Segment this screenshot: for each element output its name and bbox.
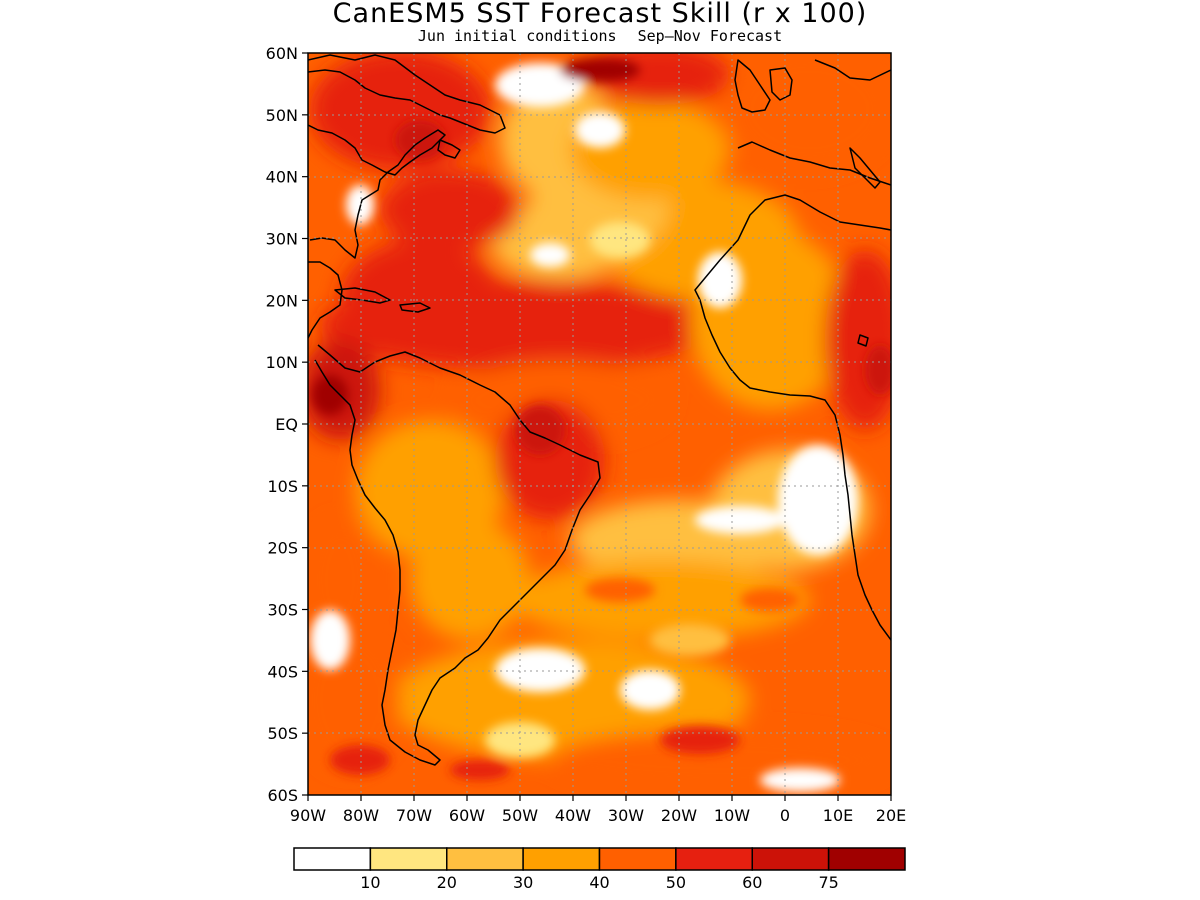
lat-tick-label: 10N <box>266 353 298 372</box>
legend-swatch <box>675 847 753 871</box>
lon-tick-label: 30W <box>608 806 644 825</box>
lon-tick-label: 70W <box>396 806 432 825</box>
lat-tick-label: 40N <box>266 168 298 187</box>
legend-label: 60 <box>742 873 762 892</box>
lat-tick-label: 30S <box>267 601 298 620</box>
legend-label: 30 <box>513 873 533 892</box>
legend-swatch <box>446 847 524 871</box>
graticule <box>308 53 891 795</box>
lat-tick-label: 30N <box>266 230 298 249</box>
skill-field <box>308 53 891 795</box>
coast-nova-scotia <box>437 139 461 159</box>
lon-tick-label: 40W <box>555 806 591 825</box>
coast-madagascar-edge <box>857 334 869 347</box>
coast-hispaniola <box>399 302 431 313</box>
legend-swatch <box>827 847 906 871</box>
coast-florida-gulf <box>308 261 343 339</box>
legend-label: 50 <box>666 873 686 892</box>
coast-uk <box>769 67 793 101</box>
legend-swatch <box>293 847 372 871</box>
coast-north-america <box>308 124 446 259</box>
subtitle-initial-conditions: Jun initial conditions <box>417 27 617 45</box>
legend-swatch <box>598 847 677 871</box>
lat-tick-label: 60N <box>266 44 298 63</box>
coast-caribbean-cuba <box>334 287 391 304</box>
lon-tick-label: 60W <box>449 806 485 825</box>
lon-tick-label: 20E <box>876 806 906 825</box>
map-title: CanESM5 SST Forecast Skill (r x 100) <box>332 0 868 29</box>
legend-label: 40 <box>589 873 609 892</box>
legend-label: 20 <box>437 873 457 892</box>
lon-tick-label: 20W <box>661 806 697 825</box>
map-subtitle: Jun initial conditions Sep–Nov Forecast <box>0 29 1200 44</box>
lon-tick-label: 10E <box>823 806 853 825</box>
coast-italy <box>849 147 881 189</box>
legend-label: 75 <box>818 873 838 892</box>
color-legend: 10 20 30 40 50 60 75 <box>293 847 906 892</box>
lat-tick-label: EQ <box>275 415 298 434</box>
coast-europe <box>734 59 771 113</box>
coastlines <box>308 54 891 766</box>
lat-tick-label: 60S <box>267 786 298 805</box>
latitude-axis: 60N 50N 40N 30N 20N 10N EQ 10S 20S 30S 40S 50S 60S <box>266 44 308 805</box>
lat-tick-label: 10S <box>267 477 298 496</box>
lon-tick-label: 0 <box>780 806 790 825</box>
legend-label: 10 <box>360 873 380 892</box>
coast-greenland-canada <box>308 54 506 134</box>
lon-tick-label: 50W <box>502 806 538 825</box>
lon-tick-label: 80W <box>343 806 379 825</box>
legend-swatch <box>369 847 448 871</box>
lat-tick-label: 20S <box>267 539 298 558</box>
lat-tick-label: 20N <box>266 291 298 310</box>
lon-tick-label: 10W <box>714 806 750 825</box>
coast-africa <box>694 194 891 641</box>
longitude-axis: 90W 80W 70W 60W 50W 40W 30W 20W 10W 0 10E 20E <box>290 795 906 825</box>
lat-tick-label: 40S <box>267 662 298 681</box>
legend-swatch <box>751 847 830 871</box>
subtitle-forecast-period: Sep–Nov Forecast <box>637 27 783 45</box>
lat-tick-label: 50N <box>266 106 298 125</box>
legend-swatch <box>522 847 601 871</box>
coast-south-america <box>314 344 601 766</box>
field-detail-patches <box>310 58 891 792</box>
lon-tick-label: 90W <box>290 806 326 825</box>
lat-tick-label: 50S <box>267 724 298 743</box>
coast-scandinavia <box>814 59 891 81</box>
